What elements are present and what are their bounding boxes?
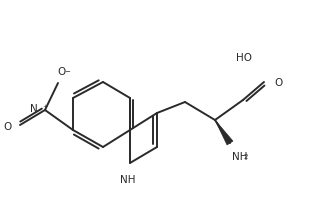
- Text: O: O: [274, 78, 282, 88]
- Text: +: +: [42, 104, 47, 109]
- Text: 2: 2: [244, 154, 248, 160]
- Polygon shape: [215, 120, 233, 145]
- Text: O: O: [4, 122, 12, 132]
- Text: −: −: [64, 69, 70, 75]
- Text: NH: NH: [120, 175, 136, 185]
- Text: N: N: [30, 104, 38, 114]
- Text: HO: HO: [236, 53, 252, 63]
- Text: NH: NH: [232, 152, 247, 162]
- Text: O: O: [57, 67, 65, 77]
